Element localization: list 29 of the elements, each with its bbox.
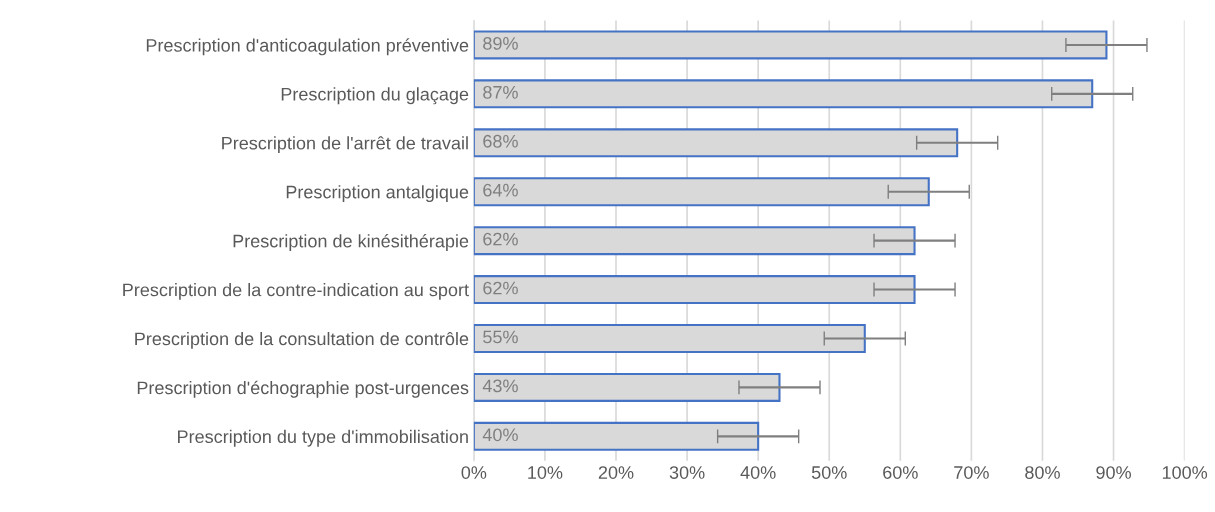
y-tick-label: Prescription du glaçage: [281, 87, 469, 105]
data-label: 62%: [483, 232, 518, 246]
x-tick-label: 50%: [811, 466, 847, 479]
y-tick-label: Prescription de kinésithérapie: [233, 233, 469, 252]
data-label: 55%: [483, 330, 518, 344]
data-label: 64%: [483, 183, 518, 197]
data-label: 62%: [483, 281, 518, 295]
y-tick-label: Prescription du type d'immobilisation: [178, 429, 468, 447]
x-tick-label: 10%: [528, 466, 563, 479]
y-tick-label: Prescription de l'arrêt de travail: [222, 136, 468, 154]
x-tick-label: 70%: [954, 466, 989, 479]
x-tick-label: 40%: [740, 466, 776, 479]
y-tick-label: Prescription antalgique: [286, 185, 469, 202]
x-tick-label: 30%: [669, 466, 705, 479]
data-label: 43%: [482, 379, 518, 393]
data-label: 68%: [483, 134, 518, 148]
x-tick-label: 100%: [1162, 466, 1208, 479]
data-label: 40%: [482, 428, 518, 442]
x-tick-label: 60%: [883, 466, 918, 479]
y-tick-label: Prescription de la consultation de contrôle: [135, 331, 469, 349]
data-label: 89%: [483, 37, 518, 50]
y-tick-label: Prescription de la contre-indication au sport: [123, 283, 469, 300]
y-tick-label: Prescription d'anticoagulation préventive: [146, 38, 469, 56]
data-label: 87%: [483, 85, 518, 99]
x-tick-label: 0%: [461, 466, 487, 479]
x-tick-label: 20%: [598, 466, 634, 479]
y-tick-label: Prescription d'échographie post-urgences: [137, 380, 469, 398]
x-tick-label: 90%: [1096, 466, 1131, 479]
x-tick-label: 80%: [1025, 466, 1060, 479]
